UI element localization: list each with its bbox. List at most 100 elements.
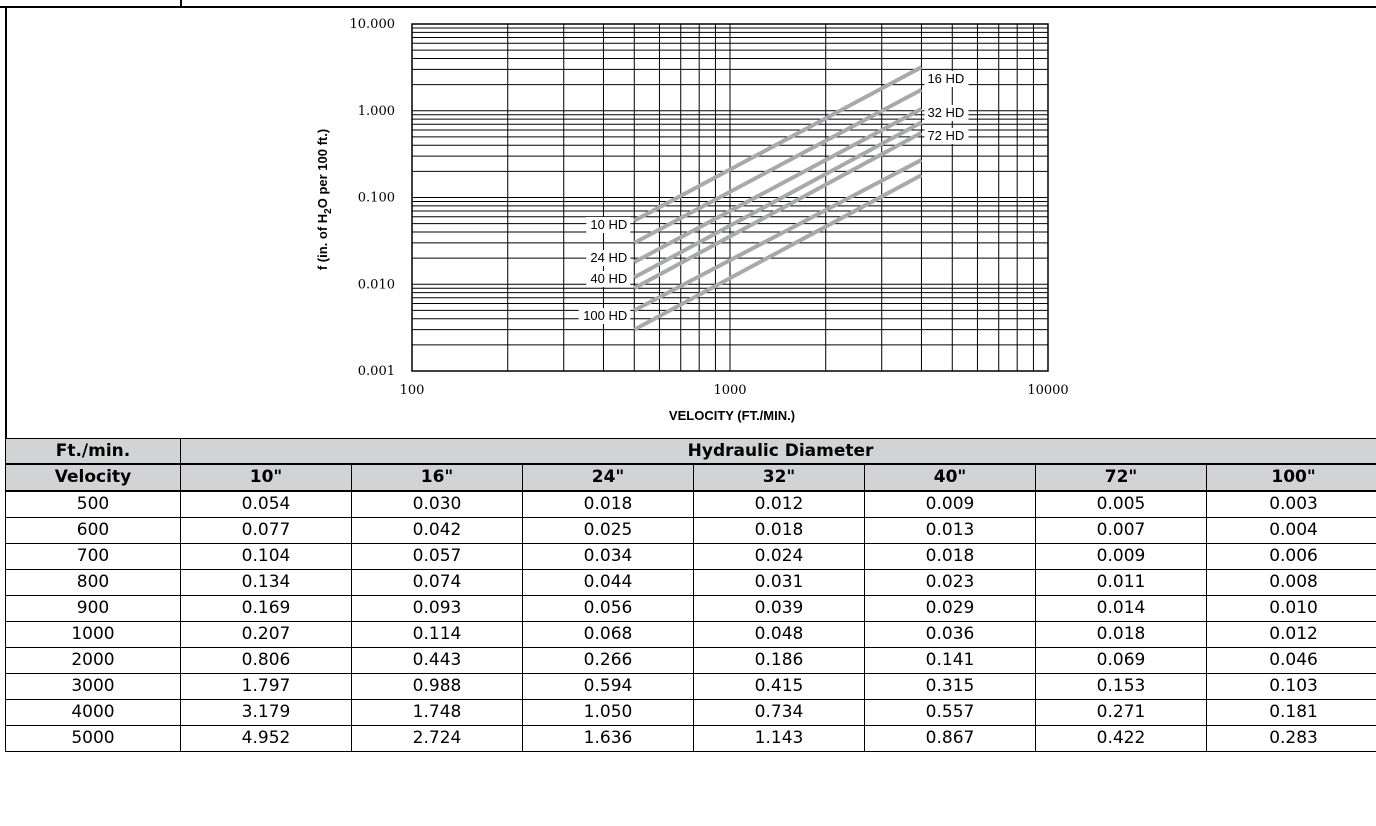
- friction-cell: 0.003: [1205, 490, 1376, 518]
- friction-cell: 0.036: [864, 621, 1036, 648]
- friction-cell: 0.029: [864, 595, 1036, 622]
- friction-cell: 0.025: [522, 517, 694, 544]
- diameter-column-header: 32": [693, 463, 865, 492]
- friction-cell: 0.005: [1035, 490, 1207, 518]
- friction-chart: 10.000 1.000 0.100 0.010 0.001 100 1000 10000 VE…: [315, 17, 1069, 423]
- velocity-header: Velocity: [5, 463, 181, 492]
- velocity-cell: 5000: [5, 725, 181, 752]
- y-tick-label: 0.100: [358, 191, 395, 206]
- series-line-24-hd: [633, 107, 923, 264]
- friction-cell: 0.042: [351, 517, 523, 544]
- friction-cell: 1.636: [522, 725, 694, 752]
- friction-cell: 0.074: [351, 569, 523, 596]
- friction-cell: 0.008: [1205, 569, 1376, 596]
- friction-cell: 0.004: [1205, 517, 1376, 544]
- friction-cell: 0.093: [351, 595, 523, 622]
- friction-cell: 0.594: [522, 673, 694, 700]
- friction-cell: 0.054: [180, 490, 352, 518]
- series-label: 10 HD: [590, 217, 627, 232]
- friction-cell: 1.797: [180, 673, 352, 700]
- series-label-bg: [586, 271, 631, 287]
- table-subheader-row: Velocity 10" 16" 24" 32" 40" 72" 100": [5, 463, 1376, 492]
- friction-cell: 3.179: [180, 699, 352, 726]
- y-axis-label: f (in. of H2O per 100 ft.): [315, 129, 334, 270]
- diameter-column-header: 72": [1035, 463, 1207, 492]
- friction-cell: 0.415: [693, 673, 865, 700]
- table-header-row: Ft./min. Hydraulic Diameter: [5, 438, 1376, 465]
- friction-cell: 0.031: [693, 569, 865, 596]
- hydraulic-diameter-header: Hydraulic Diameter: [179, 438, 1376, 465]
- friction-cell: 0.104: [180, 543, 352, 570]
- series-label: 32 HD: [927, 105, 964, 120]
- top-border: [0, 6, 1376, 8]
- table-row: 1000 0.207 0.114 0.068 0.048 0.036 0.018 0.012: [5, 621, 1376, 648]
- series-line-32-hd: [633, 120, 923, 280]
- series-line-10-hd: [633, 65, 923, 223]
- x-tick-label: 1000: [713, 383, 746, 398]
- y-tick-label: 0.010: [358, 277, 395, 292]
- friction-cell: 0.114: [351, 621, 523, 648]
- friction-cell: 0.046: [1205, 647, 1376, 674]
- friction-cell: 0.806: [180, 647, 352, 674]
- series-label: 72 HD: [927, 128, 964, 143]
- friction-cell: 0.034: [522, 543, 694, 570]
- y-tick-label: 10.000: [350, 17, 396, 32]
- friction-cell: 0.011: [1035, 569, 1207, 596]
- series-line-40-hd: [633, 131, 923, 290]
- table-row: 5000 4.952 2.724 1.636 1.143 0.867 0.422 0.283: [5, 725, 1376, 752]
- friction-cell: 0.007: [1035, 517, 1207, 544]
- friction-cell: 4.952: [180, 725, 352, 752]
- velocity-cell: 3000: [5, 673, 181, 700]
- friction-cell: 0.283: [1205, 725, 1376, 752]
- series-label-bg: [586, 250, 631, 266]
- diameter-column-header: 24": [522, 463, 694, 492]
- table-row: 500 0.054 0.030 0.018 0.012 0.009 0.005 0.003: [5, 490, 1376, 518]
- friction-cell: 0.018: [1035, 621, 1207, 648]
- friction-cell: 0.988: [351, 673, 523, 700]
- friction-cell: 1.748: [351, 699, 523, 726]
- series-label-bg: [578, 308, 631, 324]
- friction-cell: 0.141: [864, 647, 1036, 674]
- table-row: 700 0.104 0.057 0.034 0.024 0.018 0.009 0.006: [5, 543, 1376, 570]
- velocity-cell: 1000: [5, 621, 181, 648]
- ftmin-header: Ft./min.: [5, 438, 181, 465]
- velocity-cell: 600: [5, 517, 181, 544]
- table-row: 4000 3.179 1.748 1.050 0.734 0.557 0.271 0.181: [5, 699, 1376, 726]
- diameter-column-header: 100": [1205, 463, 1376, 492]
- friction-cell: 0.012: [693, 490, 865, 518]
- friction-cell: 0.057: [351, 543, 523, 570]
- series-label-bg: [924, 105, 969, 121]
- series-label: 100 HD: [583, 308, 627, 323]
- friction-cell: 0.010: [1205, 595, 1376, 622]
- diameter-column-header: 40": [864, 463, 1036, 492]
- friction-cell: 0.014: [1035, 595, 1207, 622]
- friction-cell: 0.315: [864, 673, 1036, 700]
- x-tick-label: 100: [400, 383, 425, 398]
- series-label: 24 HD: [590, 250, 627, 265]
- friction-cell: 0.018: [864, 543, 1036, 570]
- velocity-cell: 2000: [5, 647, 181, 674]
- series-line-100-hd: [633, 173, 923, 332]
- friction-cell: 0.056: [522, 595, 694, 622]
- friction-cell: 0.422: [1035, 725, 1207, 752]
- diameter-column-header: 10": [180, 463, 352, 492]
- friction-cell: 2.724: [351, 725, 523, 752]
- velocity-cell: 700: [5, 543, 181, 570]
- friction-cell: 0.103: [1205, 673, 1376, 700]
- y-tick-label: 1.000: [358, 104, 395, 119]
- friction-cell: 0.077: [180, 517, 352, 544]
- table-body: 500 0.054 0.030 0.018 0.012 0.009 0.005 0.003 60…: [5, 490, 1376, 752]
- friction-cell: 0.044: [522, 569, 694, 596]
- friction-cell: 1.050: [522, 699, 694, 726]
- friction-cell: 0.030: [351, 490, 523, 518]
- velocity-cell: 900: [5, 595, 181, 622]
- series-label-bg: [586, 217, 631, 233]
- series-line-16-hd: [633, 87, 923, 245]
- friction-cell: 0.207: [180, 621, 352, 648]
- friction-cell: 0.181: [1205, 699, 1376, 726]
- friction-cell: 0.023: [864, 569, 1036, 596]
- table-row: 800 0.134 0.074 0.044 0.031 0.023 0.011 0.008: [5, 569, 1376, 596]
- friction-cell: 0.013: [864, 517, 1036, 544]
- series-label-bg: [924, 128, 969, 144]
